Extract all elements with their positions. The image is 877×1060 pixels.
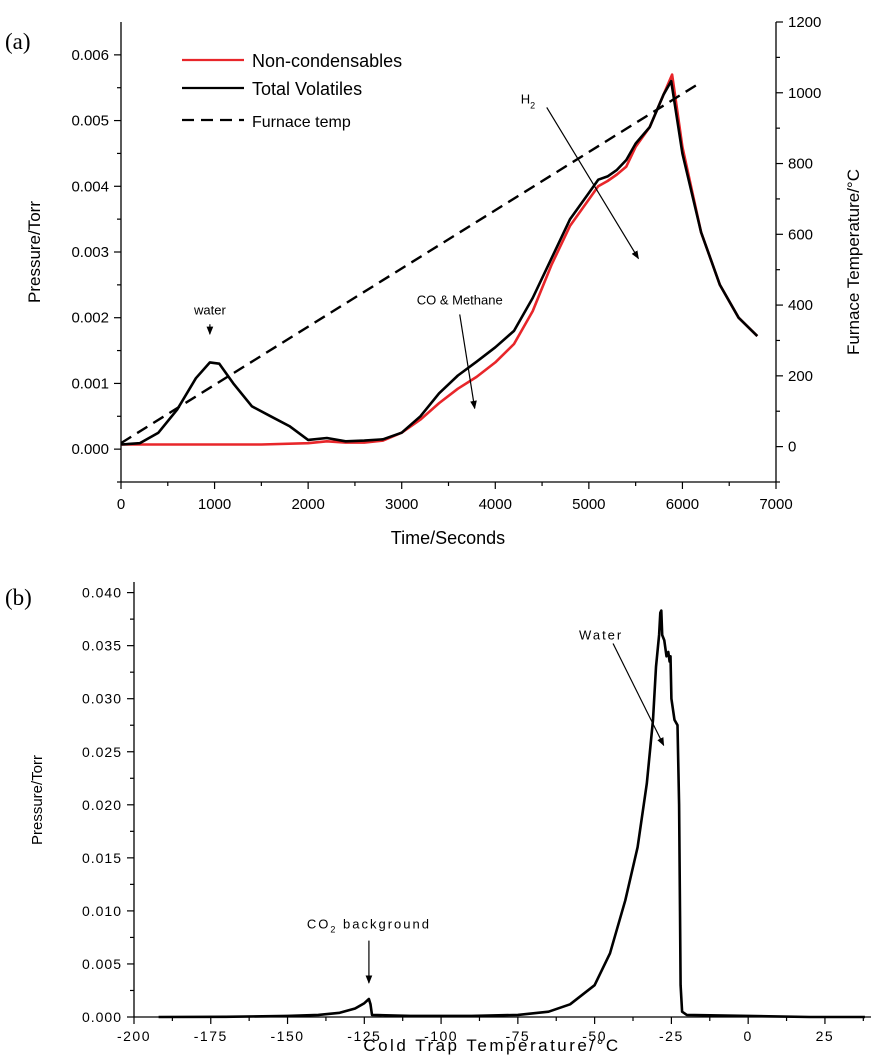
panel-b-x-ticks: -200 -175 -150 -125 -100 -75 -50 -25 0 25 <box>117 1017 864 1044</box>
panel-a-x-tick-label: 4000 <box>479 496 512 513</box>
panel-a-y-tick-label: 0.005 <box>71 113 109 130</box>
panel-a-y2-axis-label-text: Furnace Temperature/°C <box>844 169 863 355</box>
panel-b-x-tick-label: -175 <box>194 1028 228 1044</box>
panel-a-x-tick-label: 0 <box>117 496 125 513</box>
panel-b-label: (b) <box>5 585 32 610</box>
panel-b-x-tick-label: -150 <box>271 1028 305 1044</box>
panel-b-series <box>158 609 865 1019</box>
annotation-label-co-methane: CO & Methane <box>417 292 503 307</box>
panel-b-x-tick-label: 25 <box>816 1028 835 1044</box>
panel-a-x-tick-label: 6000 <box>666 496 699 513</box>
panel-a-y-tick-label: 0.001 <box>71 375 109 392</box>
panel-a-x-tick-label: 1000 <box>198 496 231 513</box>
panel-a-series <box>120 73 759 446</box>
annotation-label-water: Water <box>579 628 623 643</box>
panel-a-y2-tick-label: 800 <box>788 156 813 173</box>
panel-b-x-tick-label: -25 <box>659 1028 684 1044</box>
series-line-cold-trap-pressure <box>158 609 865 1019</box>
panel-b-y-axis-label: Pressure/Torr <box>29 755 46 845</box>
panel-a-annotations: water CO & Methane H2 <box>193 91 639 410</box>
panel-a-y-axis-label: Pressure/Torr <box>25 201 44 303</box>
panel-b-y-tick-label: 0.000 <box>82 1009 122 1025</box>
panel-a-x-tick-label: 7000 <box>759 496 792 513</box>
panel-a-x-tick-label: 2000 <box>291 496 324 513</box>
panel-a-y2-tick-label: 200 <box>788 368 813 385</box>
panel-b-plot-area <box>133 582 871 1018</box>
legend-label-total-volatiles: Total Volatiles <box>252 79 362 99</box>
panel-b-y-ticks: 0.000 0.005 0.010 0.015 0.020 0.025 0.030 0.035… <box>82 585 134 1025</box>
panel-b-x-tick-label: -50 <box>582 1028 607 1044</box>
annotation-label-water: water <box>193 302 226 317</box>
panel-a: (a) 0 1000 2000 3000 4000 5000 6000 7000 0.0000… <box>5 14 863 548</box>
panel-a-label: (a) <box>5 29 31 54</box>
panel-a-x-tick-label: 3000 <box>385 496 418 513</box>
panel-a-y-tick-label: 0.004 <box>71 178 109 195</box>
panel-b-x-tick-label: -100 <box>424 1028 458 1044</box>
panel-b-x-tick-label: -125 <box>347 1028 381 1044</box>
series-line-furnace-temp <box>120 81 702 445</box>
panel-a-y-tick-label: 0.003 <box>71 244 109 261</box>
panel-b-x-tick-label: -200 <box>117 1028 151 1044</box>
legend-label-non-condensables: Non-condensables <box>252 51 402 71</box>
panel-a-x-axis-label: Time/Seconds <box>391 528 505 548</box>
legend-label-furnace-temp: Furnace temp <box>252 114 351 131</box>
panel-a-plot-area <box>120 22 777 483</box>
annotation-arrow-water <box>612 643 665 747</box>
panel-a-y2-ticks: 0 200 400 600 800 1000 1200 <box>776 14 821 483</box>
panel-a-y2-axis-label: Furnace Temperature/°C <box>844 169 863 355</box>
panel-a-y2-tick-label: 400 <box>788 297 813 314</box>
panel-b-x-tick-label: 0 <box>744 1028 753 1044</box>
panel-b-y-tick-label: 0.015 <box>82 850 122 866</box>
annotation-arrow-co-methane <box>459 314 477 410</box>
panel-b-y-tick-label: 0.025 <box>82 744 122 760</box>
panel-b-y-tick-label: 0.005 <box>82 956 122 972</box>
panel-a-y2-tick-label: 1000 <box>788 85 821 102</box>
panel-b-y-tick-label: 0.040 <box>82 585 122 601</box>
panel-a-legend: Non-condensables Total Volatiles Furnace… <box>182 51 402 131</box>
panel-b-annotations: CO2 background Water <box>307 628 665 984</box>
panel-b-y-tick-label: 0.030 <box>82 691 122 707</box>
panel-a-y2-tick-label: 0 <box>788 439 796 456</box>
series-line-total-volatiles <box>120 79 759 446</box>
panel-b-x-tick-label: -75 <box>505 1028 530 1044</box>
panel-a-y-tick-label: 0.000 <box>71 441 109 458</box>
panel-a-x-ticks: 0 1000 2000 3000 4000 5000 6000 7000 <box>117 482 793 513</box>
panel-b-y-tick-label: 0.010 <box>82 903 122 919</box>
panel-a-y-tick-label: 0.002 <box>71 310 109 327</box>
panel-b-y-tick-label: 0.020 <box>82 797 122 813</box>
annotation-arrow-h <box>546 107 639 260</box>
annotation-label-h: H2 <box>521 91 535 110</box>
panel-a-x-tick-label: 5000 <box>572 496 605 513</box>
panel-b: (b) -200 -175 -150 -125 -100 -75 -50 -25 0 25 0.0… <box>5 582 871 1055</box>
series-line-non-condensables <box>121 73 759 446</box>
panel-b-x-axis-label: Cold Trap Temperature/°C <box>363 1036 620 1055</box>
annotation-label-co: CO2 background <box>307 917 431 935</box>
panel-a-y2-tick-label: 600 <box>788 226 813 243</box>
panel-a-y-ticks: 0.000 0.001 0.002 0.003 0.004 0.005 0.006 <box>71 47 121 483</box>
panel-b-y-tick-label: 0.035 <box>82 638 122 654</box>
panel-a-y-tick-label: 0.006 <box>71 47 109 64</box>
panel-a-y2-tick-label: 1200 <box>788 14 821 31</box>
